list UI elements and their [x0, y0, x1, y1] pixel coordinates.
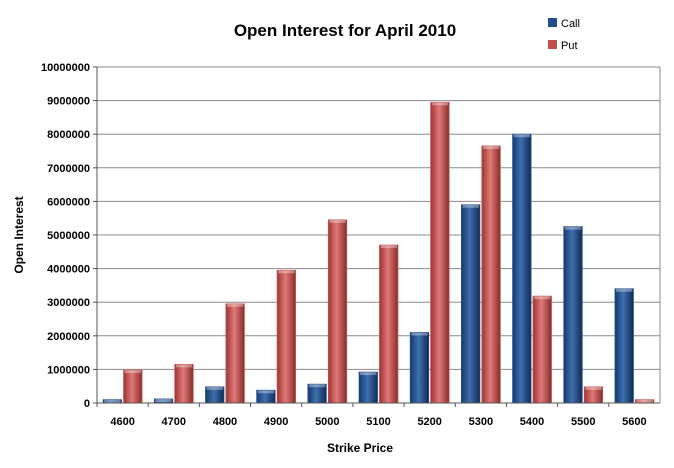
x-tick-label: 4700	[162, 416, 186, 428]
bar-highlight-put-5600	[636, 399, 653, 403]
y-axis-label: Open Interest	[12, 196, 26, 273]
bar-highlight-put-4600	[124, 370, 142, 374]
bar-put-4700	[174, 363, 194, 404]
bar-put-5400	[532, 295, 552, 404]
x-tick-label: 4600	[110, 416, 134, 428]
bar-put-4600	[123, 369, 143, 404]
bar-put-4800	[225, 303, 245, 404]
x-tick-label: 5000	[315, 416, 339, 428]
y-tick-label: 6000000	[47, 196, 90, 208]
y-tick-label: 3000000	[47, 297, 90, 309]
y-tick-label: 1000000	[47, 364, 90, 376]
bar-call-5200	[409, 332, 430, 404]
y-tick-label: 8000000	[47, 129, 90, 141]
bar-call-5300	[461, 204, 481, 404]
x-tick-label: 5400	[520, 416, 544, 428]
bar-put-5200	[430, 101, 450, 404]
bar-put-5300	[481, 145, 501, 404]
bar-highlight-put-4700	[175, 364, 193, 368]
bar-call-5500	[563, 226, 583, 404]
bar-highlight-put-5300	[482, 145, 500, 149]
x-tick-label: 5600	[622, 416, 646, 428]
bar-highlight-call-5600	[615, 288, 633, 292]
bar-highlight-put-5000	[329, 219, 346, 223]
x-tick-labels: 4600 4700 4800 4900 5000 5100 5200 5300 5400 5500…	[110, 416, 646, 428]
chart-title: Open Interest for April 2010	[234, 21, 456, 40]
bar-call-5400	[512, 133, 532, 404]
legend: Call Put	[548, 18, 580, 52]
bar-call-5100	[358, 371, 378, 404]
bar-highlight-put-5200	[431, 102, 449, 106]
y-tick-label: 4000000	[47, 264, 90, 276]
bar-highlight-call-5500	[564, 226, 582, 230]
bar-put-4900	[276, 269, 296, 404]
bar-call-5600	[614, 288, 634, 404]
bar-highlight-put-5500	[585, 386, 602, 390]
bar-highlight-call-4600	[104, 399, 121, 403]
bar-highlight-put-4900	[278, 270, 295, 274]
bar-highlight-put-4800	[226, 303, 244, 307]
legend-swatch-call	[548, 18, 557, 27]
x-tick-label: 4800	[213, 416, 237, 428]
x-tick-label: 4900	[264, 416, 288, 428]
bar-highlight-put-5400	[534, 296, 551, 300]
x-tick-label: 5300	[469, 416, 493, 428]
x-tick-label: 5500	[571, 416, 595, 428]
y-tick-label: 0	[84, 398, 90, 410]
y-tick-label: 7000000	[47, 163, 90, 175]
bars	[102, 101, 655, 404]
axes	[96, 67, 661, 407]
bar-highlight-call-5400	[513, 134, 531, 138]
legend-swatch-put	[548, 40, 557, 49]
bar-highlight-call-4900	[257, 390, 275, 394]
bar-highlight-call-4800	[206, 386, 223, 390]
x-tick-label: 5100	[366, 416, 390, 428]
y-tick-label: 10000000	[41, 62, 90, 74]
bar-highlight-put-5100	[380, 245, 397, 249]
x-axis-label: Strike Price	[327, 441, 393, 455]
x-tick-label: 5200	[417, 416, 441, 428]
bar-put-5100	[379, 244, 399, 404]
bar-highlight-call-4700	[155, 398, 172, 402]
legend-label-call: Call	[561, 18, 580, 30]
bar-highlight-call-5300	[462, 204, 479, 208]
bar-put-5000	[327, 219, 348, 404]
y-tick-labels: 0 1000000 2000000 3000000 4000000 5000000 6000…	[41, 62, 90, 410]
legend-label-put: Put	[561, 40, 578, 52]
bar-highlight-call-5000	[308, 384, 326, 388]
bar-highlight-call-5200	[411, 332, 428, 336]
y-tick-label: 9000000	[47, 96, 90, 108]
y-tick-label: 5000000	[47, 230, 90, 242]
y-tick-label: 2000000	[47, 331, 90, 343]
bar-highlight-call-5100	[360, 372, 377, 376]
